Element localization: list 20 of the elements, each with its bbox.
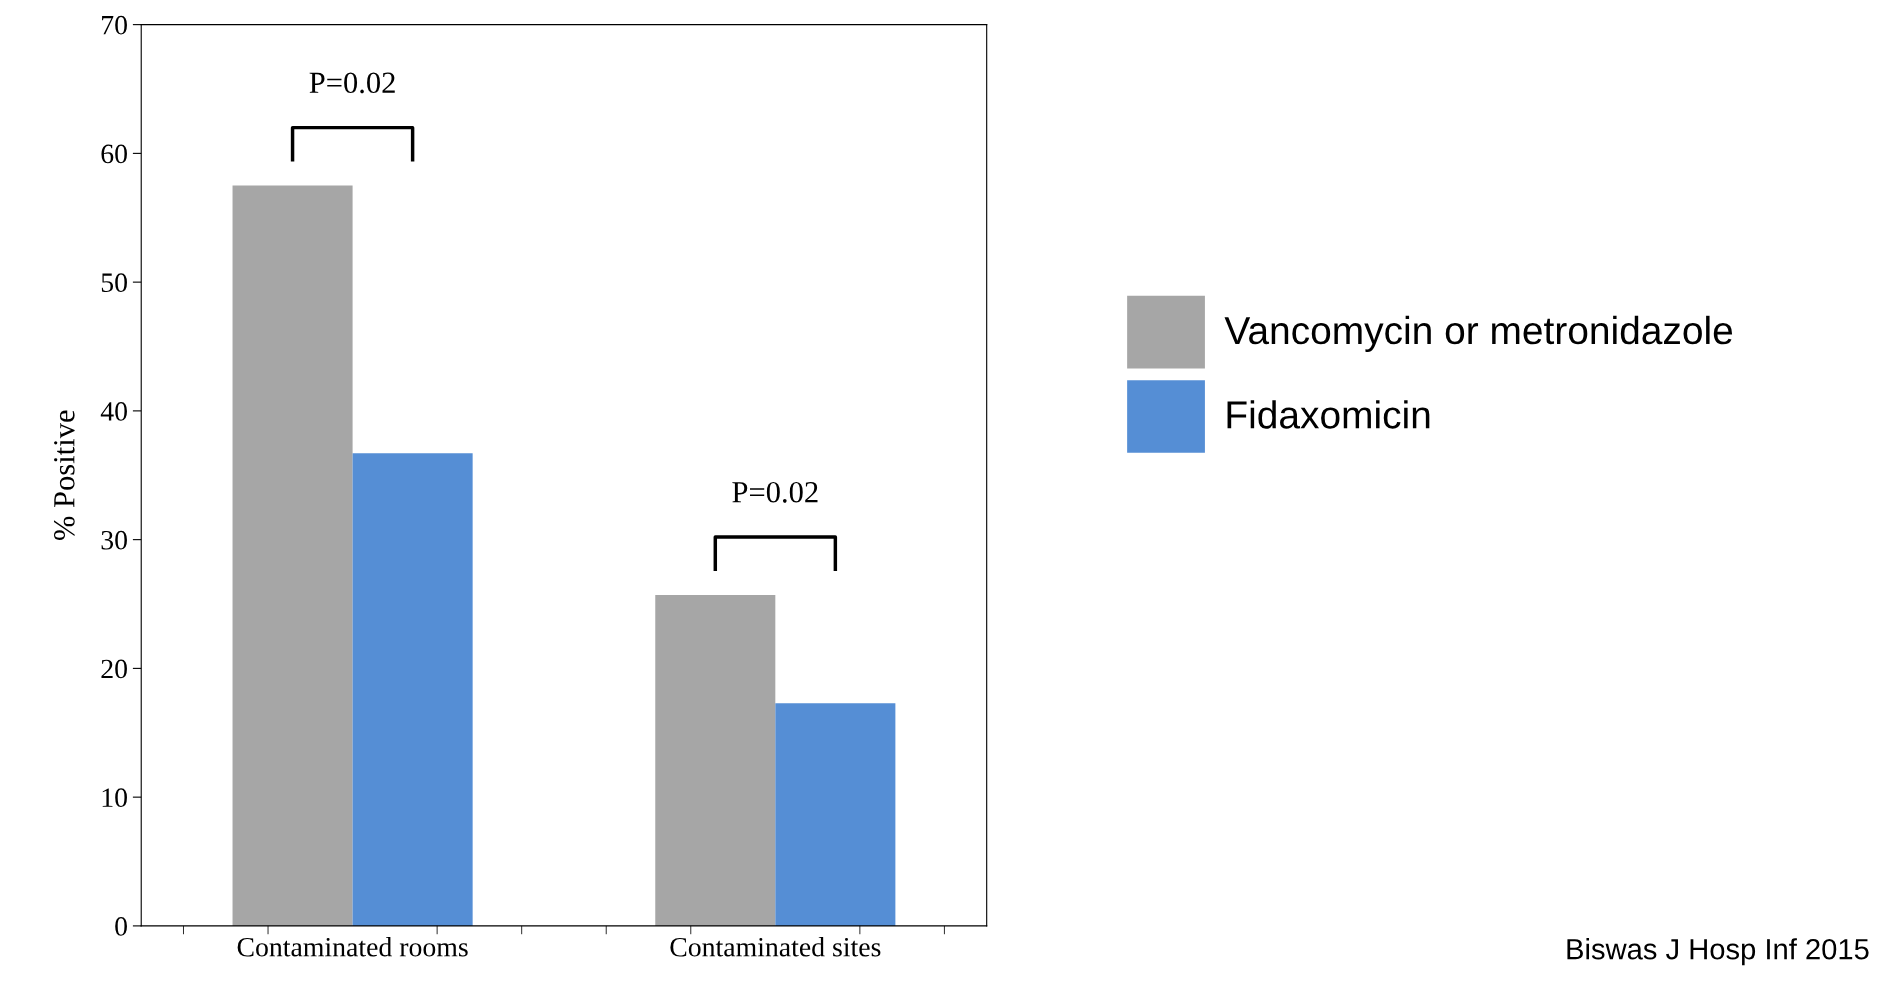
y-tick-label: 70 [102,15,127,35]
annotation: P=0.02 [732,481,818,503]
legend-label: Vancomycin or metronidazole [1224,315,1733,353]
y-tick-label: 50 [101,273,127,293]
x-tick-label: Contaminated rooms [237,937,468,957]
y-tick-label: 0 [115,917,127,936]
bar [232,185,353,926]
y-tick-label: 40 [100,402,127,421]
x-tick-label: Contaminated sites [670,937,881,957]
text: Biswas J Hosp Inf 2015 [1567,938,1869,966]
annotation: P=0.02 [309,72,395,94]
y-axis-title: % Positive [53,410,75,540]
bar [352,453,473,926]
bar [655,595,776,926]
y-tick-label: 10 [102,788,127,808]
y-tick-label: 20 [101,659,127,679]
bar [775,703,896,926]
y-tick-label: 30 [101,530,127,550]
legend-label: Fidaxomicin [1227,400,1430,429]
y-tick-label: 60 [101,144,127,164]
